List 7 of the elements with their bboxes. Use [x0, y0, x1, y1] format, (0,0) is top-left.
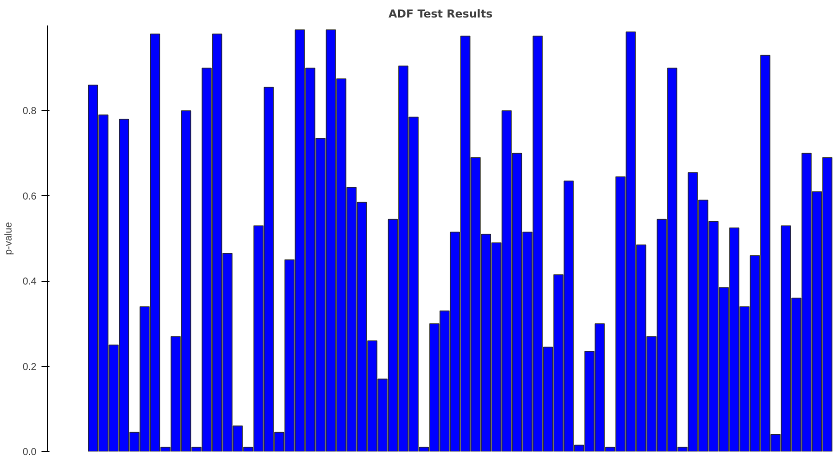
y-tick-label: 0.4 — [22, 276, 37, 288]
y-tick-label: 0.8 — [22, 106, 37, 118]
y-tick-label: 0.0 — [22, 447, 37, 458]
y-tick-label: 0.2 — [22, 362, 37, 373]
chart-title: ADF Test Results — [388, 8, 493, 20]
y-axis-title: p-value — [4, 222, 15, 255]
y-tick-label: 0.6 — [22, 191, 37, 202]
